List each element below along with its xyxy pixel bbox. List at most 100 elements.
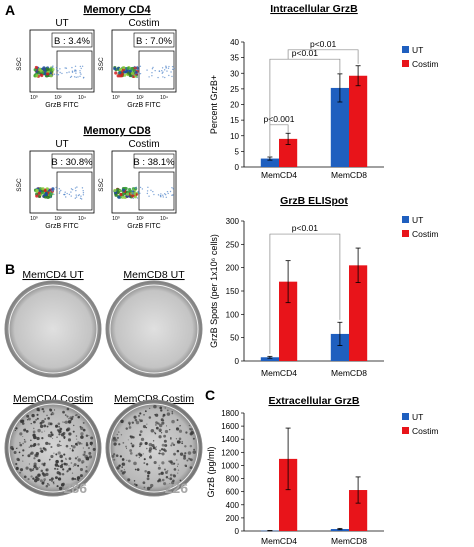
y-tick-label: 150 [226,287,240,296]
flow-cd4-condition-label: Costim [128,18,159,29]
well-spot [46,482,49,485]
flow-cd4-gate-box [138,50,175,90]
well-spot [35,467,39,471]
well-spot [127,421,131,425]
flow-cd4-event [173,67,175,70]
well-spot [76,476,81,480]
well-spot [150,428,155,433]
chart-title: GrzB ELISpot [280,195,348,207]
well-spot [147,471,151,475]
well-spot [28,446,30,448]
well-spot [62,487,64,489]
well-spot [42,473,47,477]
flow-cd4-event [69,76,72,79]
well-spot [160,409,163,412]
well-spot [120,434,123,436]
well-spot [160,432,163,434]
well-spot [171,442,174,445]
legend-label-costim: Costim [412,229,438,239]
well-spot [90,436,94,440]
well-spot [187,451,192,455]
y-tick-label: 0 [235,357,240,366]
well-spot [52,481,55,484]
well-spot [149,455,152,459]
flow-cd4-tick-label: 10⁴ [160,95,168,101]
well-spot [169,473,173,477]
flow-cd8-event [66,192,68,195]
y-tick-label: 5 [235,147,240,156]
well-spot [57,477,62,481]
well-spot [17,447,19,449]
well-spot [74,477,77,480]
well-spot [77,456,79,458]
legend-label-costim: Costim [412,59,438,69]
well-spot [72,430,75,433]
flow-cd4-event [151,72,153,74]
well-spot [37,443,40,446]
well-spot [69,416,73,420]
bar-ut-memcd4 [260,158,279,167]
flow-cd4-event [79,72,81,74]
well-spot [66,469,70,472]
flow-cd8-event [164,194,167,196]
well-spot [31,413,35,418]
well-spot [173,452,176,456]
flow-cd8-condition-label: UT [55,139,68,150]
y-tick-label: 50 [230,334,239,343]
well-spot [50,431,53,434]
flow-cd8-event [117,195,121,199]
flow-cd8-gate-box [56,171,93,211]
well-spot [50,435,52,438]
flow-cd4-event [120,72,124,76]
well-spot [177,440,181,444]
well-spot [41,436,44,440]
flow-cd8: Memory CD8 UT B : 30.8% SSC GrzB FITC 10⁰ 10²… [16,125,177,230]
well-spot [58,486,63,491]
flow-cd8-event [172,188,174,190]
flow-cd4-title: Memory CD4 [83,4,151,16]
well-spot [66,415,69,418]
well-spot [144,410,147,413]
well-spot [131,421,134,424]
flow-cd8-event [148,195,150,197]
well-spot [41,481,45,485]
well-spot [155,446,157,448]
well-spot [48,459,51,461]
well-spot [22,435,24,438]
flow-cd8-event [43,188,47,193]
flow-cd4-event [161,67,164,69]
flow-cd8-plot-1: Costim B : 38.1% SSC GrzB FITC 10⁰ 10² 10⁴ [98,139,177,230]
flow-cd8-gate-label: B : 30.8% [51,157,93,168]
well-spot [123,469,125,471]
well-spot [85,442,88,445]
flow-cd8-event [56,189,58,191]
flow-cd4-event [118,67,122,72]
flow-cd4-event [161,69,163,72]
flow-cd8-event [146,192,149,195]
well-spot [120,469,123,473]
well-spot [154,423,157,426]
flow-cd4-event [171,68,174,71]
well-3: MemCD8 Costim 226 [105,393,203,497]
chart-title: Intracellular GrzB [270,3,358,15]
flow-cd4-gate-label-box [51,32,93,48]
flow-cd4-event [73,70,76,72]
well-spot [166,409,169,412]
flow-cd8-event [51,190,54,193]
well-spot [143,414,145,416]
flow-cd4-event [139,72,142,75]
well-spot [163,439,167,443]
well-spot [135,484,138,487]
well-spot [176,465,179,467]
flow-cd4-event [134,74,136,76]
well-spot [47,417,50,420]
well-spot [188,425,190,427]
flow-cd4-event [118,71,122,75]
well-label: MemCD4 UT [22,269,84,281]
well-spot [147,474,150,478]
well-spot [85,443,89,447]
flow-cd4-event [166,70,168,72]
well-spot [140,437,145,442]
well-spot [64,414,67,416]
flow-cd4-event [51,74,54,76]
